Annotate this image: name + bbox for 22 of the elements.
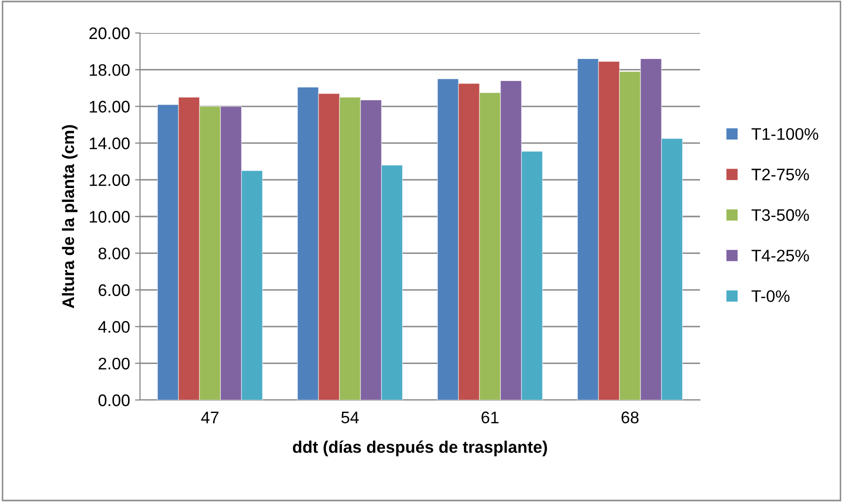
legend-label: T3-50% — [752, 209, 809, 221]
y-tick-label: 12.00 — [90, 174, 130, 186]
y-tick-label: 10.00 — [90, 210, 130, 223]
y-tick-label: 8.00 — [98, 248, 130, 260]
y-tick-label: 16.00 — [90, 100, 130, 113]
legend-label: T4-25% — [752, 250, 809, 262]
y-tick-label: 4.00 — [98, 321, 130, 333]
x-tick-label: 61 — [482, 412, 498, 424]
legend-label: T-0% — [752, 290, 790, 302]
x-tick-label: 47 — [201, 412, 218, 424]
legend-label: T1-100% — [752, 128, 818, 140]
x-tick-label: 68 — [622, 412, 639, 424]
y-axis-title: Altura de la planta (cm) — [62, 125, 78, 308]
x-tick-label: 54 — [341, 412, 359, 424]
y-tick-label: 2.00 — [98, 358, 130, 370]
y-tick-label: 18.00 — [90, 64, 130, 76]
x-axis-title: ddt (días después de trasplante) — [292, 440, 547, 456]
y-tick-label: 0.00 — [98, 394, 130, 406]
y-tick-label: 14.00 — [90, 138, 130, 150]
y-tick-label: 20.00 — [89, 27, 130, 40]
y-tick-label: 6.00 — [98, 284, 130, 296]
legend-label: T2-75% — [752, 168, 809, 180]
